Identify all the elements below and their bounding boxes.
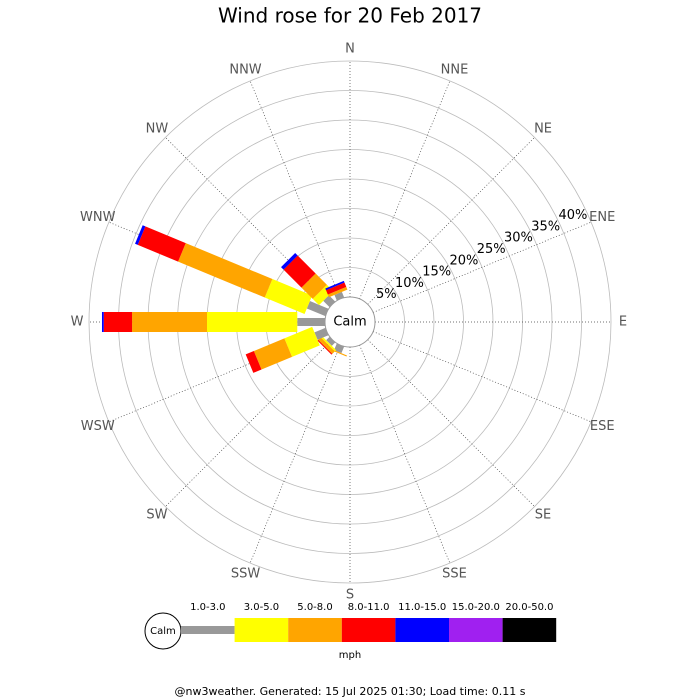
spoke [359,344,451,564]
direction-label: NW [146,121,169,136]
wind-segment [327,286,348,298]
wind-segment [326,282,347,295]
legend-swatch [341,618,396,642]
footer: @nw3weather. Generated: 15 Jul 2025 01:3… [175,685,526,698]
wind-segment [264,279,313,314]
wind-segment [178,243,273,298]
wind-segment [306,301,329,317]
ring-label: 25% [477,242,506,257]
direction-label: SW [146,508,167,523]
wind-segment [326,336,336,346]
direction-label: WSW [81,419,115,434]
legend-swatch [502,618,557,642]
direction-label: NNE [441,62,469,77]
direction-label: N [345,42,355,57]
legend-label: 11.0-15.0 [398,602,446,613]
ring-label: 10% [395,276,424,291]
legend-swatch [181,626,235,634]
spoke [367,339,535,507]
direction-label: SSW [231,567,261,582]
wind-segment [103,312,133,332]
spoke [165,339,333,507]
spoke [249,344,341,564]
wind-segment [283,255,316,288]
legend-label: 15.0-20.0 [452,602,500,613]
direction-label: ENE [589,210,615,225]
direction-label: W [71,315,84,330]
direction-label: E [619,315,627,330]
legend-unit: mph [339,650,361,661]
direction-label: NNW [229,62,261,77]
direction-label: WNW [80,210,116,225]
wind-segment [320,335,337,352]
legend-label: 1.0-3.0 [190,602,225,613]
wind-segment [301,273,327,299]
wind-segment [314,327,329,340]
ring-label: 35% [531,219,560,234]
wind-segment [132,312,207,332]
legend-label: 20.0-50.0 [505,602,553,613]
spoke [359,80,451,300]
wind-segment [101,312,104,332]
ring-label: 40% [559,208,588,223]
wind-segment [207,312,298,332]
ring-label: 5% [376,287,397,302]
direction-label: SSE [442,567,467,582]
legend-swatch [288,618,342,642]
wind-segment [284,326,320,357]
calm-label: Calm [333,315,366,330]
wind-segment [325,280,345,291]
spoke [367,137,535,305]
spoke [372,221,592,313]
direction-label: NE [534,121,552,136]
wind-segment [137,226,186,262]
wind-segment [253,338,293,370]
legend-calm-label: Calm [150,626,176,637]
direction-label: ESE [590,419,615,434]
spoke [249,80,341,300]
ring-label: 30% [504,231,533,246]
ring-label: 15% [422,265,451,280]
chart-title: Wind rose for 20 Feb 2017 [218,4,482,28]
wind-segment [318,337,335,354]
wind-segment [245,351,262,373]
wind-segment [281,253,298,270]
wind-segment [297,318,325,326]
wind-segment [317,339,333,355]
legend-swatch [395,618,449,642]
wind-segment [135,225,146,245]
spoke [372,331,592,423]
legend-label: 3.0-5.0 [244,602,279,613]
calm-circle [324,296,376,348]
ring-label: 20% [450,253,479,268]
legend-swatch [234,618,289,642]
legend-label: 8.0-11.0 [348,602,390,613]
legend-label: 5.0-8.0 [297,602,332,613]
direction-label: SE [535,508,551,523]
legend-swatch [449,618,503,642]
grid-ring [88,60,612,584]
direction-label: S [346,588,354,603]
